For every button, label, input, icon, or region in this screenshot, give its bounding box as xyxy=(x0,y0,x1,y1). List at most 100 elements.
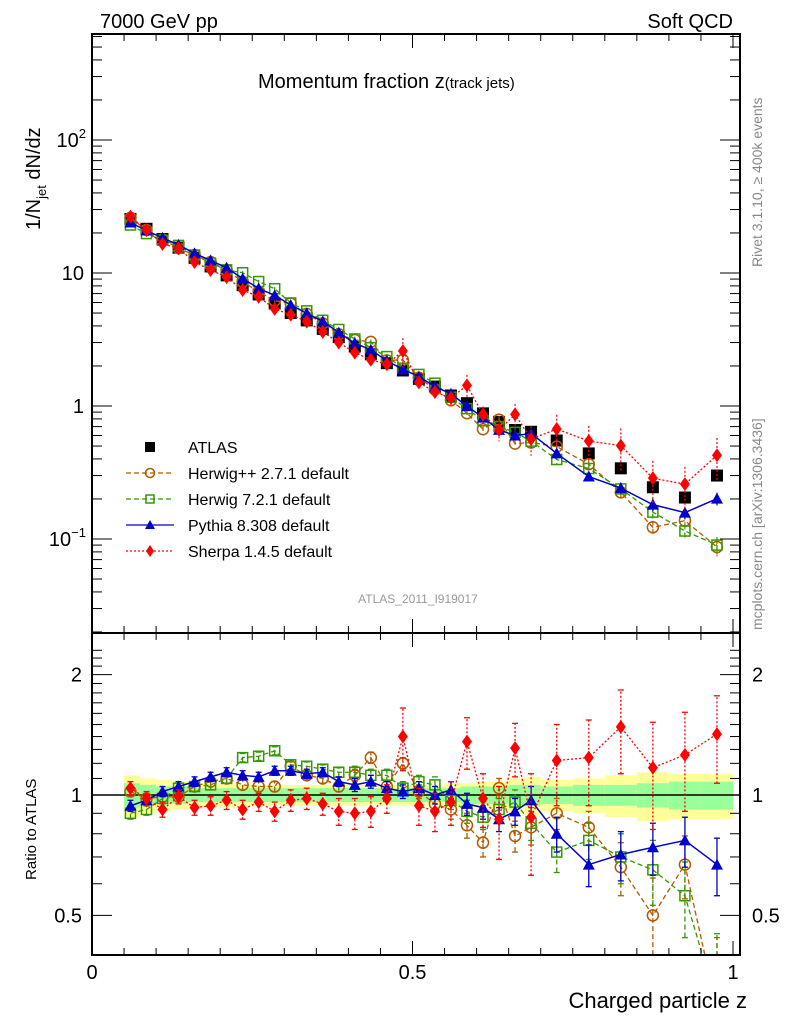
legend-marker xyxy=(145,520,155,529)
ratio-point xyxy=(614,848,627,860)
ratio-panel-frame xyxy=(91,632,741,956)
ratio-y-tick-label-right: 0.5 xyxy=(752,905,780,927)
ratio-y-axis-label: Ratio to ATLAS xyxy=(23,779,40,880)
data-point xyxy=(301,314,312,329)
legend: ATLAS Herwig++ 2.7.1 default Herwig 7.2.1 … xyxy=(126,440,350,561)
data-point xyxy=(679,525,691,537)
ratio-point xyxy=(397,729,408,744)
ratio-point xyxy=(252,770,265,782)
ratio-point xyxy=(365,804,376,819)
data-point xyxy=(284,298,297,310)
atlas-point xyxy=(678,491,691,504)
data-point xyxy=(348,337,361,349)
y-axis-label-main: 1/N xyxy=(23,199,45,230)
data-point xyxy=(413,375,424,390)
ratio-point xyxy=(301,791,312,806)
ratio-point xyxy=(268,764,281,776)
ratio-y-tick-label: 2 xyxy=(71,665,82,687)
legend-marker xyxy=(145,494,155,504)
y-axis-label: 1/Njet dN/dz xyxy=(23,127,49,230)
data-point xyxy=(125,209,136,224)
ratio-point xyxy=(125,781,136,796)
data-point xyxy=(189,255,200,270)
ratio-point xyxy=(268,780,281,793)
ratio-point xyxy=(550,827,563,839)
data-point xyxy=(615,438,626,453)
data-point xyxy=(236,272,249,284)
ratio-point xyxy=(679,889,691,902)
y-axis-label-rest: dN/dz xyxy=(23,127,45,185)
ratio-point xyxy=(429,804,440,819)
ratio-point xyxy=(285,793,296,808)
y-tick-exponent: 2 xyxy=(79,126,86,141)
data-point xyxy=(365,352,376,367)
legend-label: Pythia 8.308 default xyxy=(188,518,330,535)
data-point xyxy=(397,344,408,359)
ratio-point xyxy=(268,745,281,757)
ratio-point xyxy=(381,791,392,806)
x-axis-label: Charged particle z xyxy=(568,988,747,1013)
legend-label: Sherpa 1.4.5 default xyxy=(188,544,333,561)
legend-item: Herwig++ 2.7.1 default xyxy=(126,466,350,483)
data-point xyxy=(582,470,595,482)
data-point xyxy=(252,282,265,294)
ratio-point xyxy=(188,775,201,787)
data-point xyxy=(332,326,345,338)
chart-title: Momentum fraction z(track jets) xyxy=(258,71,515,93)
data-point xyxy=(711,539,723,551)
chart-title-main: Momentum fraction z xyxy=(258,71,445,93)
side-label-rivet: Rivet 3.1.10, ≥ 400k events xyxy=(749,97,765,267)
legend-marker xyxy=(146,545,154,557)
legend-label: ATLAS xyxy=(188,440,238,457)
data-point xyxy=(349,345,360,360)
data-point xyxy=(396,363,409,375)
legend-item: Herwig 7.2.1 default xyxy=(126,492,331,509)
y-tick-label: 102 xyxy=(57,126,86,152)
y-tick-base: 10 xyxy=(49,529,71,551)
ratio-point xyxy=(172,780,185,792)
ratio-point xyxy=(141,791,152,806)
ratio-point xyxy=(205,798,216,813)
y-tick-label: 1 xyxy=(73,396,84,418)
ratio-point xyxy=(509,805,522,817)
data-point xyxy=(173,241,184,256)
data-point xyxy=(300,307,313,319)
ratio-point xyxy=(317,796,328,811)
ratio-point xyxy=(615,719,626,734)
data-point xyxy=(237,282,248,297)
data-point xyxy=(526,432,537,447)
analysis-id: ATLAS_2011_I919017 xyxy=(358,592,478,606)
ratio-point xyxy=(236,751,249,764)
ratio-point xyxy=(582,858,595,870)
legend-item: Pythia 8.308 default xyxy=(126,518,330,535)
axes-frames xyxy=(91,33,741,956)
data-point xyxy=(220,261,233,273)
ratio-point xyxy=(478,791,489,806)
data-point xyxy=(333,335,344,350)
y-axis-label-sub: jet xyxy=(34,185,49,200)
ratio-point xyxy=(156,785,169,797)
data-point xyxy=(381,357,392,372)
data-point xyxy=(550,447,563,459)
legend-item: ATLAS xyxy=(145,440,238,457)
y-tick-label: 10 xyxy=(62,263,84,285)
ratio-point xyxy=(476,836,490,849)
data-point xyxy=(678,506,691,518)
legend-marker xyxy=(144,467,156,479)
data-point xyxy=(646,521,660,534)
data-point xyxy=(204,254,217,266)
ratio-y-tick-label: 1 xyxy=(71,785,82,807)
data-point xyxy=(614,482,627,494)
data-point xyxy=(551,422,562,437)
atlas-point xyxy=(582,447,595,460)
ratio-point xyxy=(189,800,200,815)
data-point xyxy=(317,324,328,339)
ratio-point xyxy=(124,799,137,811)
data-point xyxy=(268,289,281,301)
series-sherpa xyxy=(125,209,722,510)
ratio-point xyxy=(445,795,456,810)
ratio-point xyxy=(253,795,264,810)
data-point xyxy=(285,307,296,322)
